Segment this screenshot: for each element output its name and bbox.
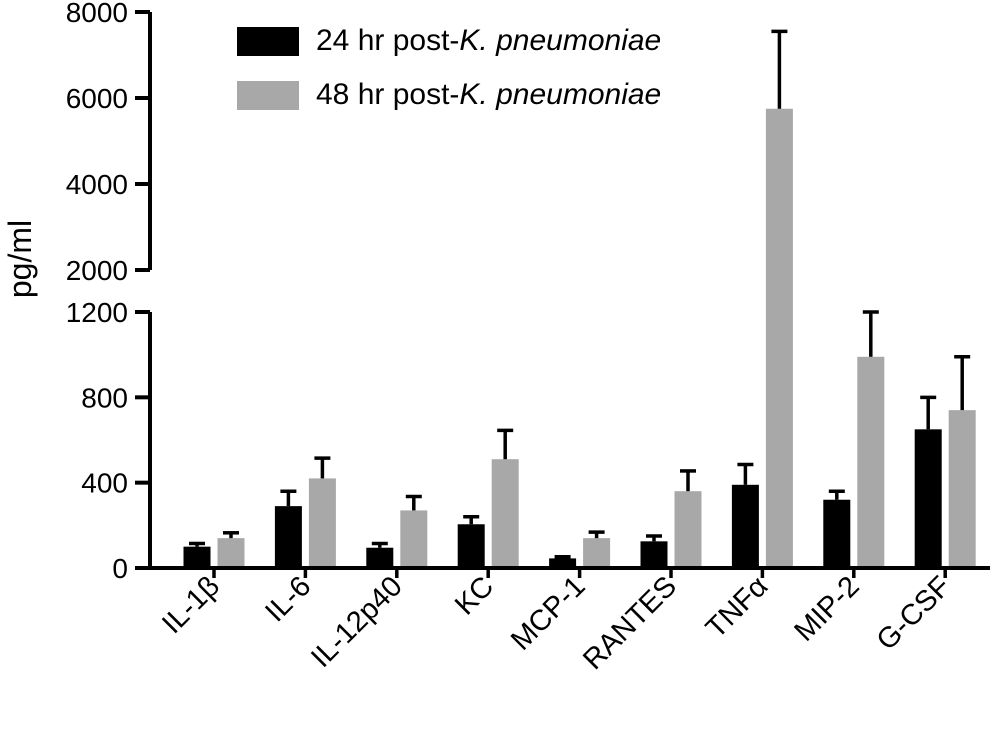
bar-24hr-IL-6: [274, 506, 302, 568]
x-category-label: IL-6: [259, 570, 317, 628]
legend-item-48hr: 48 hr post-K. pneumoniae: [237, 80, 661, 110]
x-category-label: RANTES: [577, 570, 683, 676]
legend-label-24hr: 24 hr post-K. pneumoniae: [316, 26, 661, 56]
bar-48hr-G-CSF: [948, 410, 976, 568]
lower-y-tick-label: 1200: [66, 297, 128, 328]
legend-label-24hr-prefix: 24 hr post-: [316, 24, 460, 57]
legend-label-24hr-species: K. pneumoniae: [459, 24, 662, 57]
bar-24hr-G-CSF: [914, 429, 942, 568]
y-axis-title: pg/ml: [2, 219, 38, 299]
bar-24hr-IL-1β: [183, 546, 211, 568]
legend-label-48hr-prefix: 48 hr post-: [316, 78, 460, 111]
x-category-label: IL-1β: [156, 570, 226, 640]
legend-label-48hr-species: K. pneumoniae: [459, 78, 662, 111]
upper-y-tick-label: 4000: [66, 169, 128, 200]
bar-24hr-TNFα: [731, 484, 759, 568]
bar-48hr-MCP-1: [583, 538, 611, 568]
legend-item-24hr: 24 hr post-K. pneumoniae: [237, 26, 661, 56]
bar-24hr-IL-12p40: [366, 547, 394, 568]
bar-48hr-MIP-2: [857, 356, 885, 568]
bar-48hr-TNFα: [765, 108, 793, 568]
x-category-label: MCP-1: [505, 570, 591, 656]
legend-swatch-24hr: [237, 26, 299, 56]
bar-24hr-RANTES: [640, 541, 668, 568]
lower-y-tick-label: 800: [81, 382, 128, 413]
upper-y-tick-label: 8000: [66, 0, 128, 28]
x-category-label: KC: [449, 570, 500, 621]
x-category-label: MIP-2: [788, 570, 865, 647]
lower-y-tick-label: 400: [81, 468, 128, 499]
legend: 24 hr post-K. pneumoniae 48 hr post-K. p…: [237, 26, 661, 110]
legend-label-48hr: 48 hr post-K. pneumoniae: [316, 80, 661, 110]
bar-48hr-KC: [491, 459, 519, 568]
lower-y-tick-label: 0: [112, 553, 128, 584]
x-category-label: G-CSF: [871, 570, 957, 656]
bar-48hr-IL-12p40: [400, 510, 428, 568]
bar-48hr-IL-1β: [217, 538, 245, 568]
upper-y-tick-label: 2000: [66, 255, 128, 286]
legend-swatch-48hr: [237, 80, 299, 110]
bar-24hr-KC: [457, 524, 485, 568]
bar-48hr-RANTES: [674, 491, 702, 568]
bar-24hr-MIP-2: [823, 499, 851, 568]
x-category-label: IL-12p40: [305, 570, 409, 674]
x-category-label: TNFα: [700, 570, 774, 644]
upper-y-tick-label: 6000: [66, 83, 128, 114]
bar-24hr-MCP-1: [549, 558, 577, 568]
bar-48hr-IL-6: [308, 478, 336, 568]
